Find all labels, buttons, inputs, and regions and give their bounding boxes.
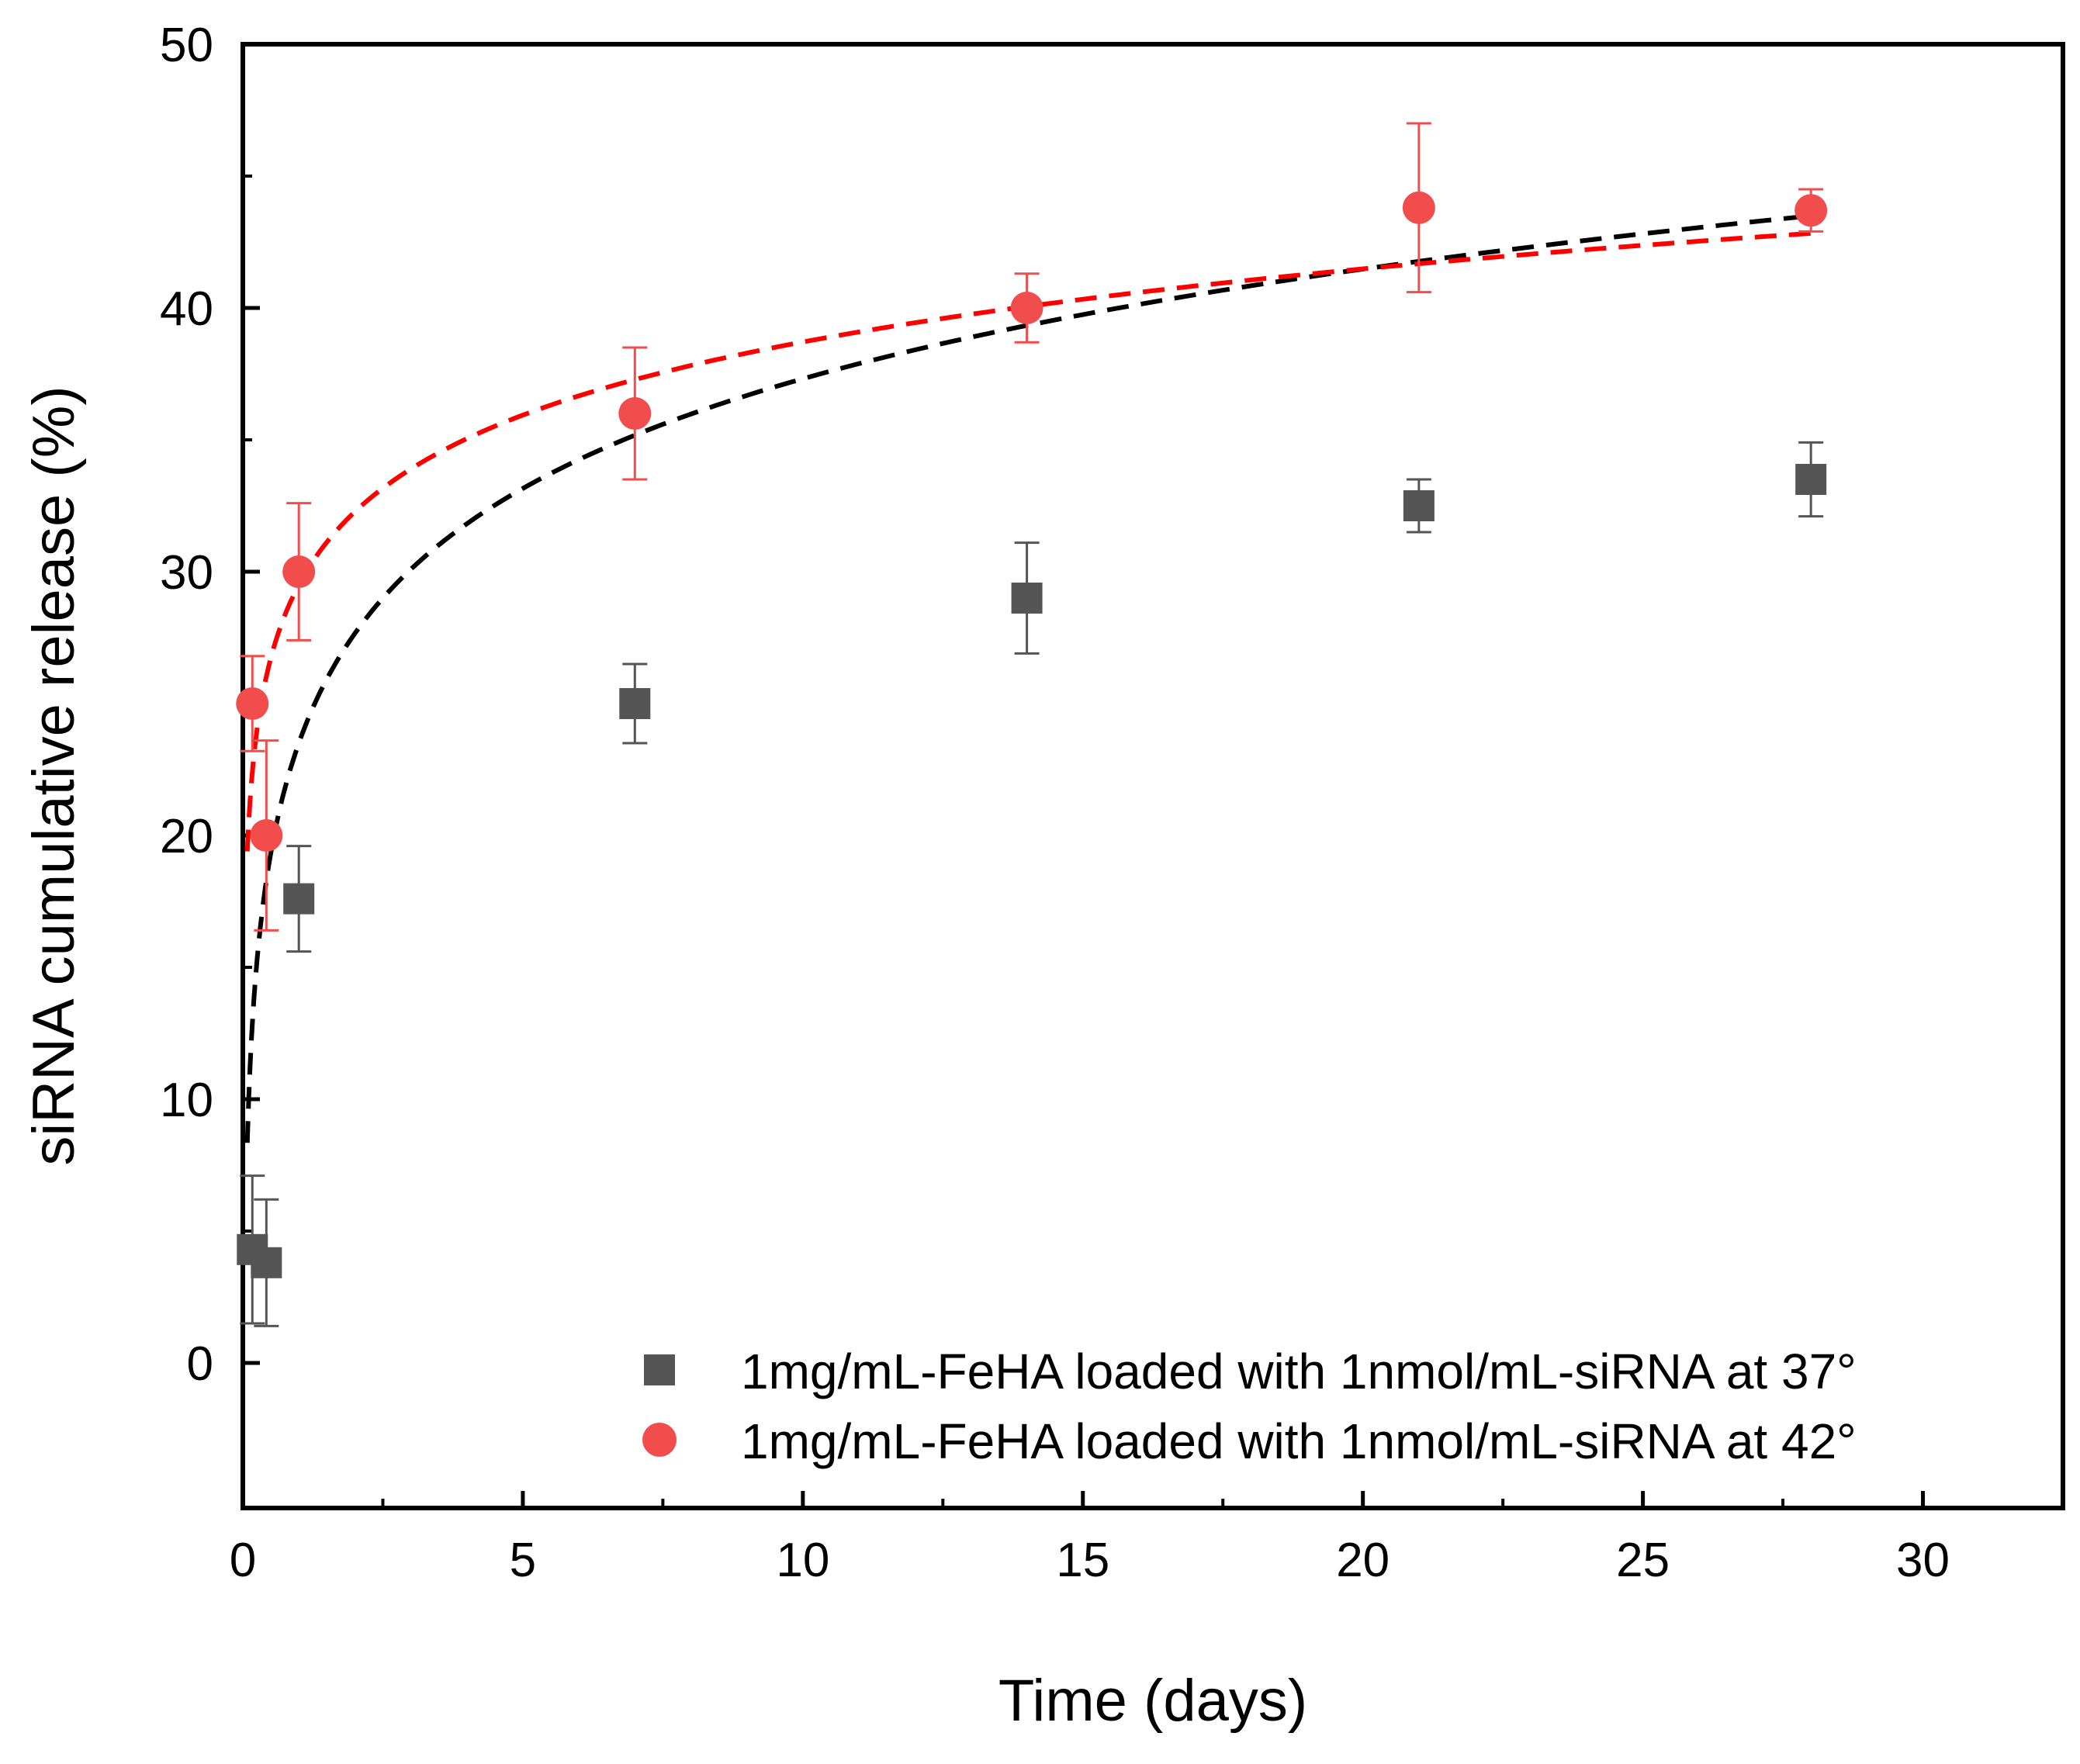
legend-marker-37 — [644, 1354, 675, 1385]
y-tick-label: 20 — [160, 810, 213, 863]
y-tick-label: 10 — [160, 1074, 213, 1127]
x-axis-title: Time (days) — [998, 1668, 1307, 1734]
data-point-42 — [1402, 191, 1435, 224]
y-tick-label: 50 — [160, 19, 213, 72]
y-tick-label: 30 — [160, 546, 213, 600]
x-tick-label: 0 — [230, 1534, 256, 1587]
x-tick-label: 10 — [776, 1534, 829, 1587]
legend: 1mg/mL-FeHA loaded with 1nmol/mL-siRNA a… — [642, 1344, 1857, 1469]
y-tick-label: 0 — [187, 1337, 213, 1391]
data-point-37 — [283, 883, 315, 915]
y-tick-label: 40 — [160, 282, 213, 336]
data-points — [236, 122, 1828, 1327]
x-tick-label: 30 — [1896, 1534, 1950, 1587]
x-tick-label: 25 — [1616, 1534, 1670, 1587]
fit-curves — [244, 213, 1812, 1143]
fit-curve-1 — [244, 230, 1812, 852]
data-point-37 — [1403, 490, 1435, 521]
legend-label-37: 1mg/mL-FeHA loaded with 1nmol/mL-siRNA a… — [741, 1344, 1857, 1399]
legend-label-42: 1mg/mL-FeHA loaded with 1nmol/mL-siRNA a… — [741, 1413, 1857, 1469]
plot-frame — [241, 42, 2065, 1510]
data-point-42 — [618, 397, 652, 430]
x-tick-label: 20 — [1336, 1534, 1390, 1587]
x-tick-label: 15 — [1056, 1534, 1109, 1587]
data-point-37 — [251, 1247, 282, 1278]
data-point-42 — [250, 819, 283, 852]
data-point-37 — [1011, 583, 1043, 614]
data-point-42 — [236, 687, 269, 720]
data-point-42 — [282, 555, 316, 588]
axis-ticks: 0 5 10 15 20 25 30 0 10 20 30 40 50 — [160, 19, 1950, 1587]
data-point-37 — [619, 688, 651, 719]
data-point-42 — [1794, 194, 1828, 227]
x-tick-label: 5 — [510, 1534, 536, 1587]
legend-marker-42 — [642, 1423, 677, 1457]
fit-curve-0 — [244, 213, 1812, 1143]
data-point-37 — [1795, 464, 1827, 495]
data-point-42 — [1010, 292, 1043, 324]
y-axis-title: siRNA cumulative release (%) — [21, 386, 87, 1165]
